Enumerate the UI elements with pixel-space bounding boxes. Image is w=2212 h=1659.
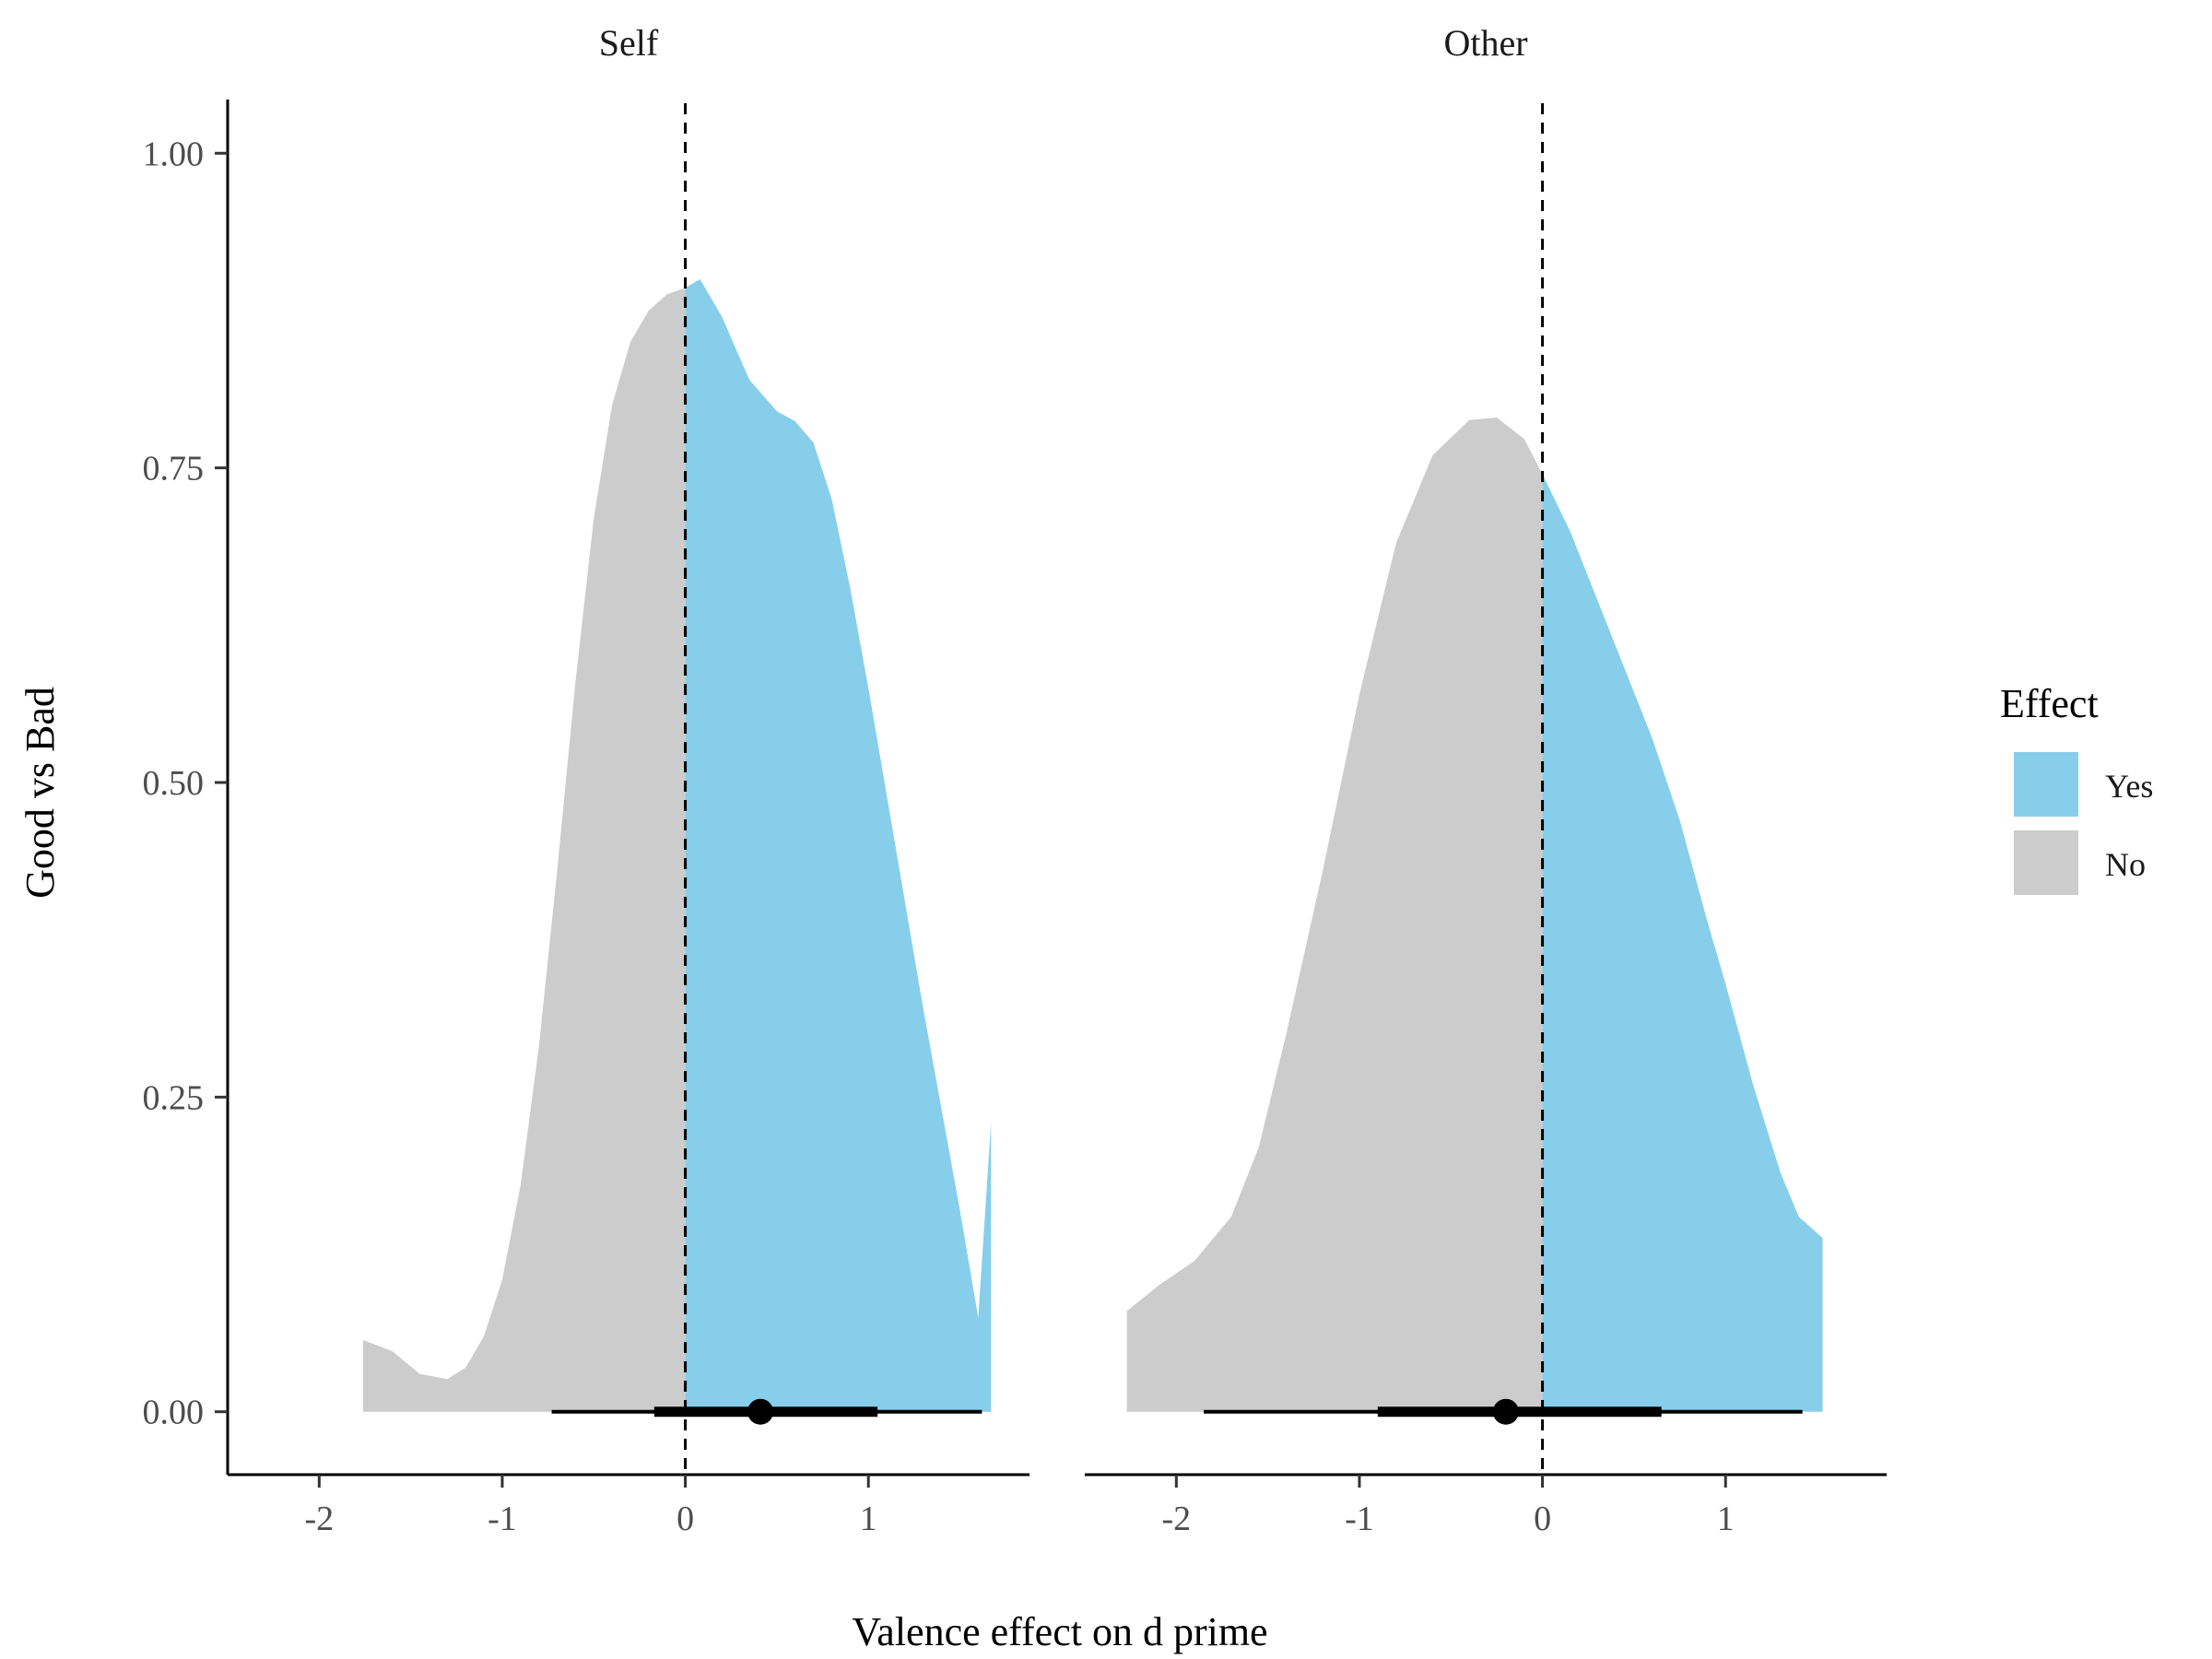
x-tick-label: -1 <box>488 1500 517 1538</box>
x-tick-label: 0 <box>1534 1500 1551 1538</box>
legend-label-yes: Yes <box>2105 768 2153 805</box>
y-tick-label: 0.25 <box>143 1078 205 1117</box>
density-area-yes <box>1542 474 1823 1412</box>
density-area-no <box>1126 418 1543 1412</box>
strip-label-other: Other <box>1443 22 1527 64</box>
x-axis-title: Valence effect on d prime <box>852 1609 1267 1654</box>
x-tick-label: -2 <box>304 1500 334 1538</box>
panel-other: -2 -1 0 1 Other <box>1085 22 1887 1538</box>
y-tick-label: 0.00 <box>143 1394 205 1432</box>
x-tick-label: 1 <box>860 1500 877 1538</box>
density-area-yes <box>685 278 992 1412</box>
point-estimate <box>747 1398 774 1425</box>
legend-title: Effect <box>2000 681 2099 726</box>
legend-key-yes <box>2014 752 2078 817</box>
panels-layer: -2 -1 0 1 Self -2 -1 0 1 Other 0.00 0.25 0.50 0.75 1.0… <box>143 22 1887 1538</box>
y-tick-label: 1.00 <box>143 135 205 173</box>
legend: Effect Yes No <box>2000 681 2153 895</box>
density-area-no <box>362 288 686 1412</box>
x-tick-label: 0 <box>677 1500 694 1538</box>
y-axis-title: Good vs Bad <box>18 687 63 899</box>
panel-self: -2 -1 0 1 Self <box>228 22 1030 1538</box>
y-tick-label: 0.50 <box>143 764 205 803</box>
legend-key-no <box>2014 830 2078 895</box>
legend-label-no: No <box>2105 846 2146 883</box>
x-tick-label: -1 <box>1345 1500 1374 1538</box>
x-tick-label: -2 <box>1161 1500 1191 1538</box>
point-estimate <box>1492 1398 1519 1425</box>
strip-label-self: Self <box>599 22 659 64</box>
x-tick-label: 1 <box>1717 1500 1735 1538</box>
y-tick-label: 0.75 <box>143 450 205 488</box>
